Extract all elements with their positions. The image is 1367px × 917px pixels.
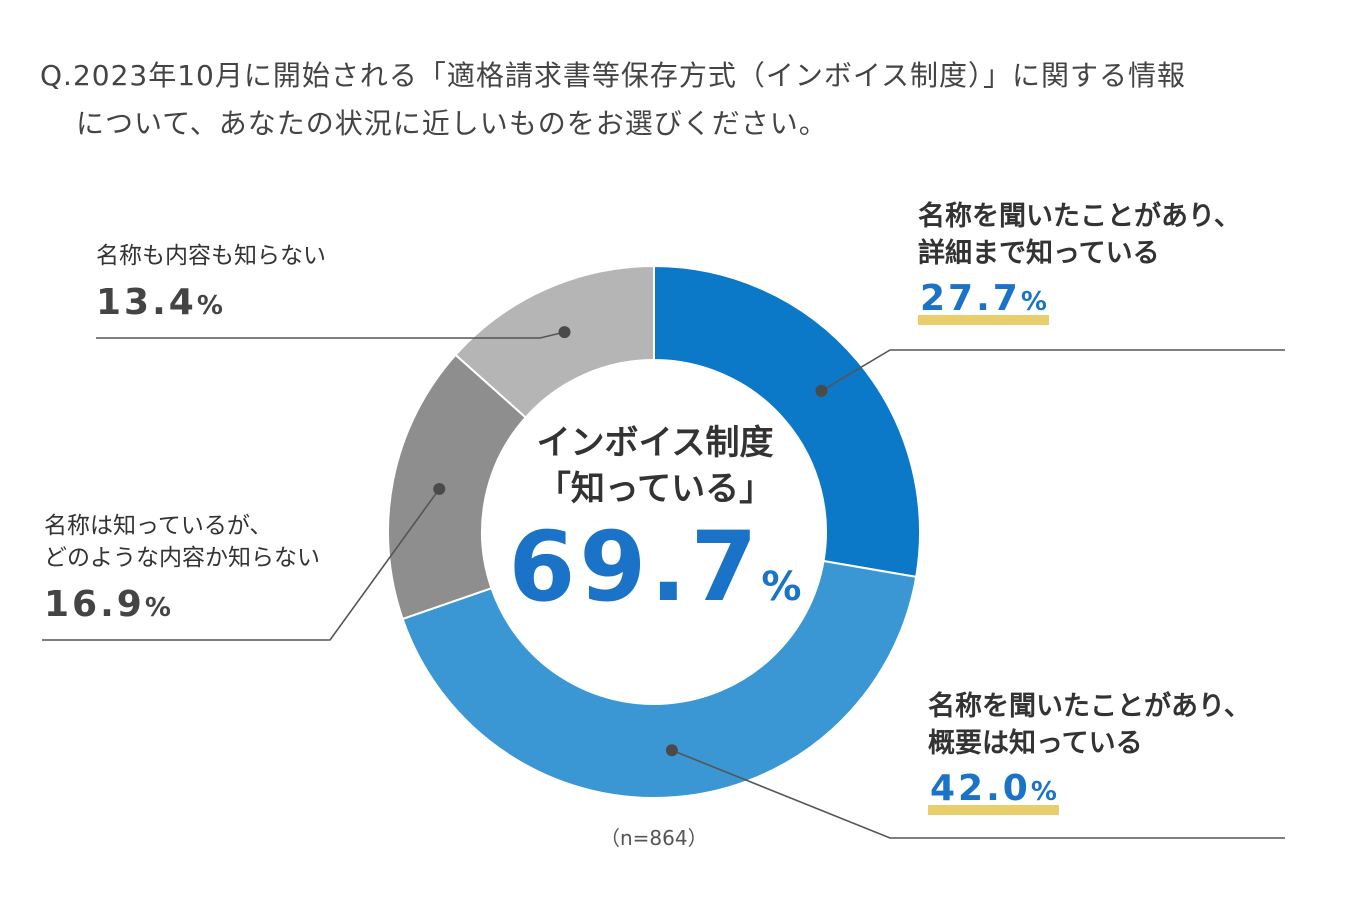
donut-slices	[387, 264, 921, 799]
slice-unknown	[454, 264, 655, 419]
label-detailed-number: 27.7	[920, 278, 1021, 319]
label-overview-line1: 名称を聞いたことがあり、	[928, 691, 1251, 722]
center-title-line1: インボイス制度	[536, 423, 774, 463]
label-unknown-unit: %	[196, 291, 223, 321]
leader-dot-overview	[665, 744, 678, 757]
slice-detailed	[653, 264, 921, 579]
label-name-only-value: 16.9%	[44, 580, 320, 633]
question-text: Q.2023年10月に開始される「適格請求書等保存方式（インボイス制度）」に関す…	[40, 52, 1330, 148]
leader-line-unknown	[96, 331, 565, 339]
label-unknown-value: 13.4%	[96, 278, 326, 331]
leader-dot-detailed	[815, 384, 828, 397]
question-line-2: について、あなたの状況に近しいものをお選びください。	[76, 107, 828, 140]
leader-line-name-only	[42, 488, 440, 641]
label-detailed-value: 27.7%	[918, 274, 1241, 327]
label-unknown-number: 13.4	[96, 282, 197, 323]
label-overview-number: 42.0	[930, 768, 1031, 809]
sample-size: （n=864）	[600, 826, 708, 850]
label-unknown: 名称も内容も知らない 13.4%	[96, 240, 326, 331]
label-overview: 名称を聞いたことがあり、 概要は知っている 42.0%	[928, 688, 1251, 817]
leader-dot-name-only	[433, 482, 446, 495]
label-name-only-unit: %	[144, 593, 171, 623]
center-value: 69.7%	[465, 512, 845, 642]
leader-lines	[42, 326, 1285, 839]
slice-overview	[401, 559, 918, 799]
label-name-only-line2: どのような内容か知らない	[44, 545, 320, 571]
label-detailed-unit: %	[1020, 287, 1047, 317]
label-unknown-line1: 名称も内容も知らない	[96, 243, 326, 269]
label-overview-unit: %	[1030, 777, 1057, 807]
leader-dot-unknown	[558, 326, 571, 339]
label-name-only-number: 16.9	[44, 584, 145, 625]
label-overview-value: 42.0%	[928, 764, 1251, 817]
center-unit: %	[761, 564, 802, 610]
label-detailed-line2: 詳細まで知っている	[918, 238, 1160, 269]
donut-center: インボイス制度 「知っている」 69.7%	[465, 420, 845, 642]
center-number: 69.7	[508, 511, 762, 623]
leader-line-overview	[671, 749, 1285, 839]
leader-line-detailed	[821, 349, 1285, 392]
center-title-line2: 「知っている」	[536, 469, 774, 509]
label-detailed: 名称を聞いたことがあり、 詳細まで知っている 27.7%	[918, 198, 1241, 327]
label-name-only: 名称は知っているが、 どのような内容か知らない 16.9%	[44, 510, 320, 633]
label-name-only-line1: 名称は知っているが、	[44, 513, 273, 539]
label-overview-line2: 概要は知っている	[928, 728, 1143, 759]
label-detailed-line1: 名称を聞いたことがあり、	[918, 201, 1241, 232]
question-line-1: Q.2023年10月に開始される「適格請求書等保存方式（インボイス制度）」に関す…	[40, 59, 1186, 92]
